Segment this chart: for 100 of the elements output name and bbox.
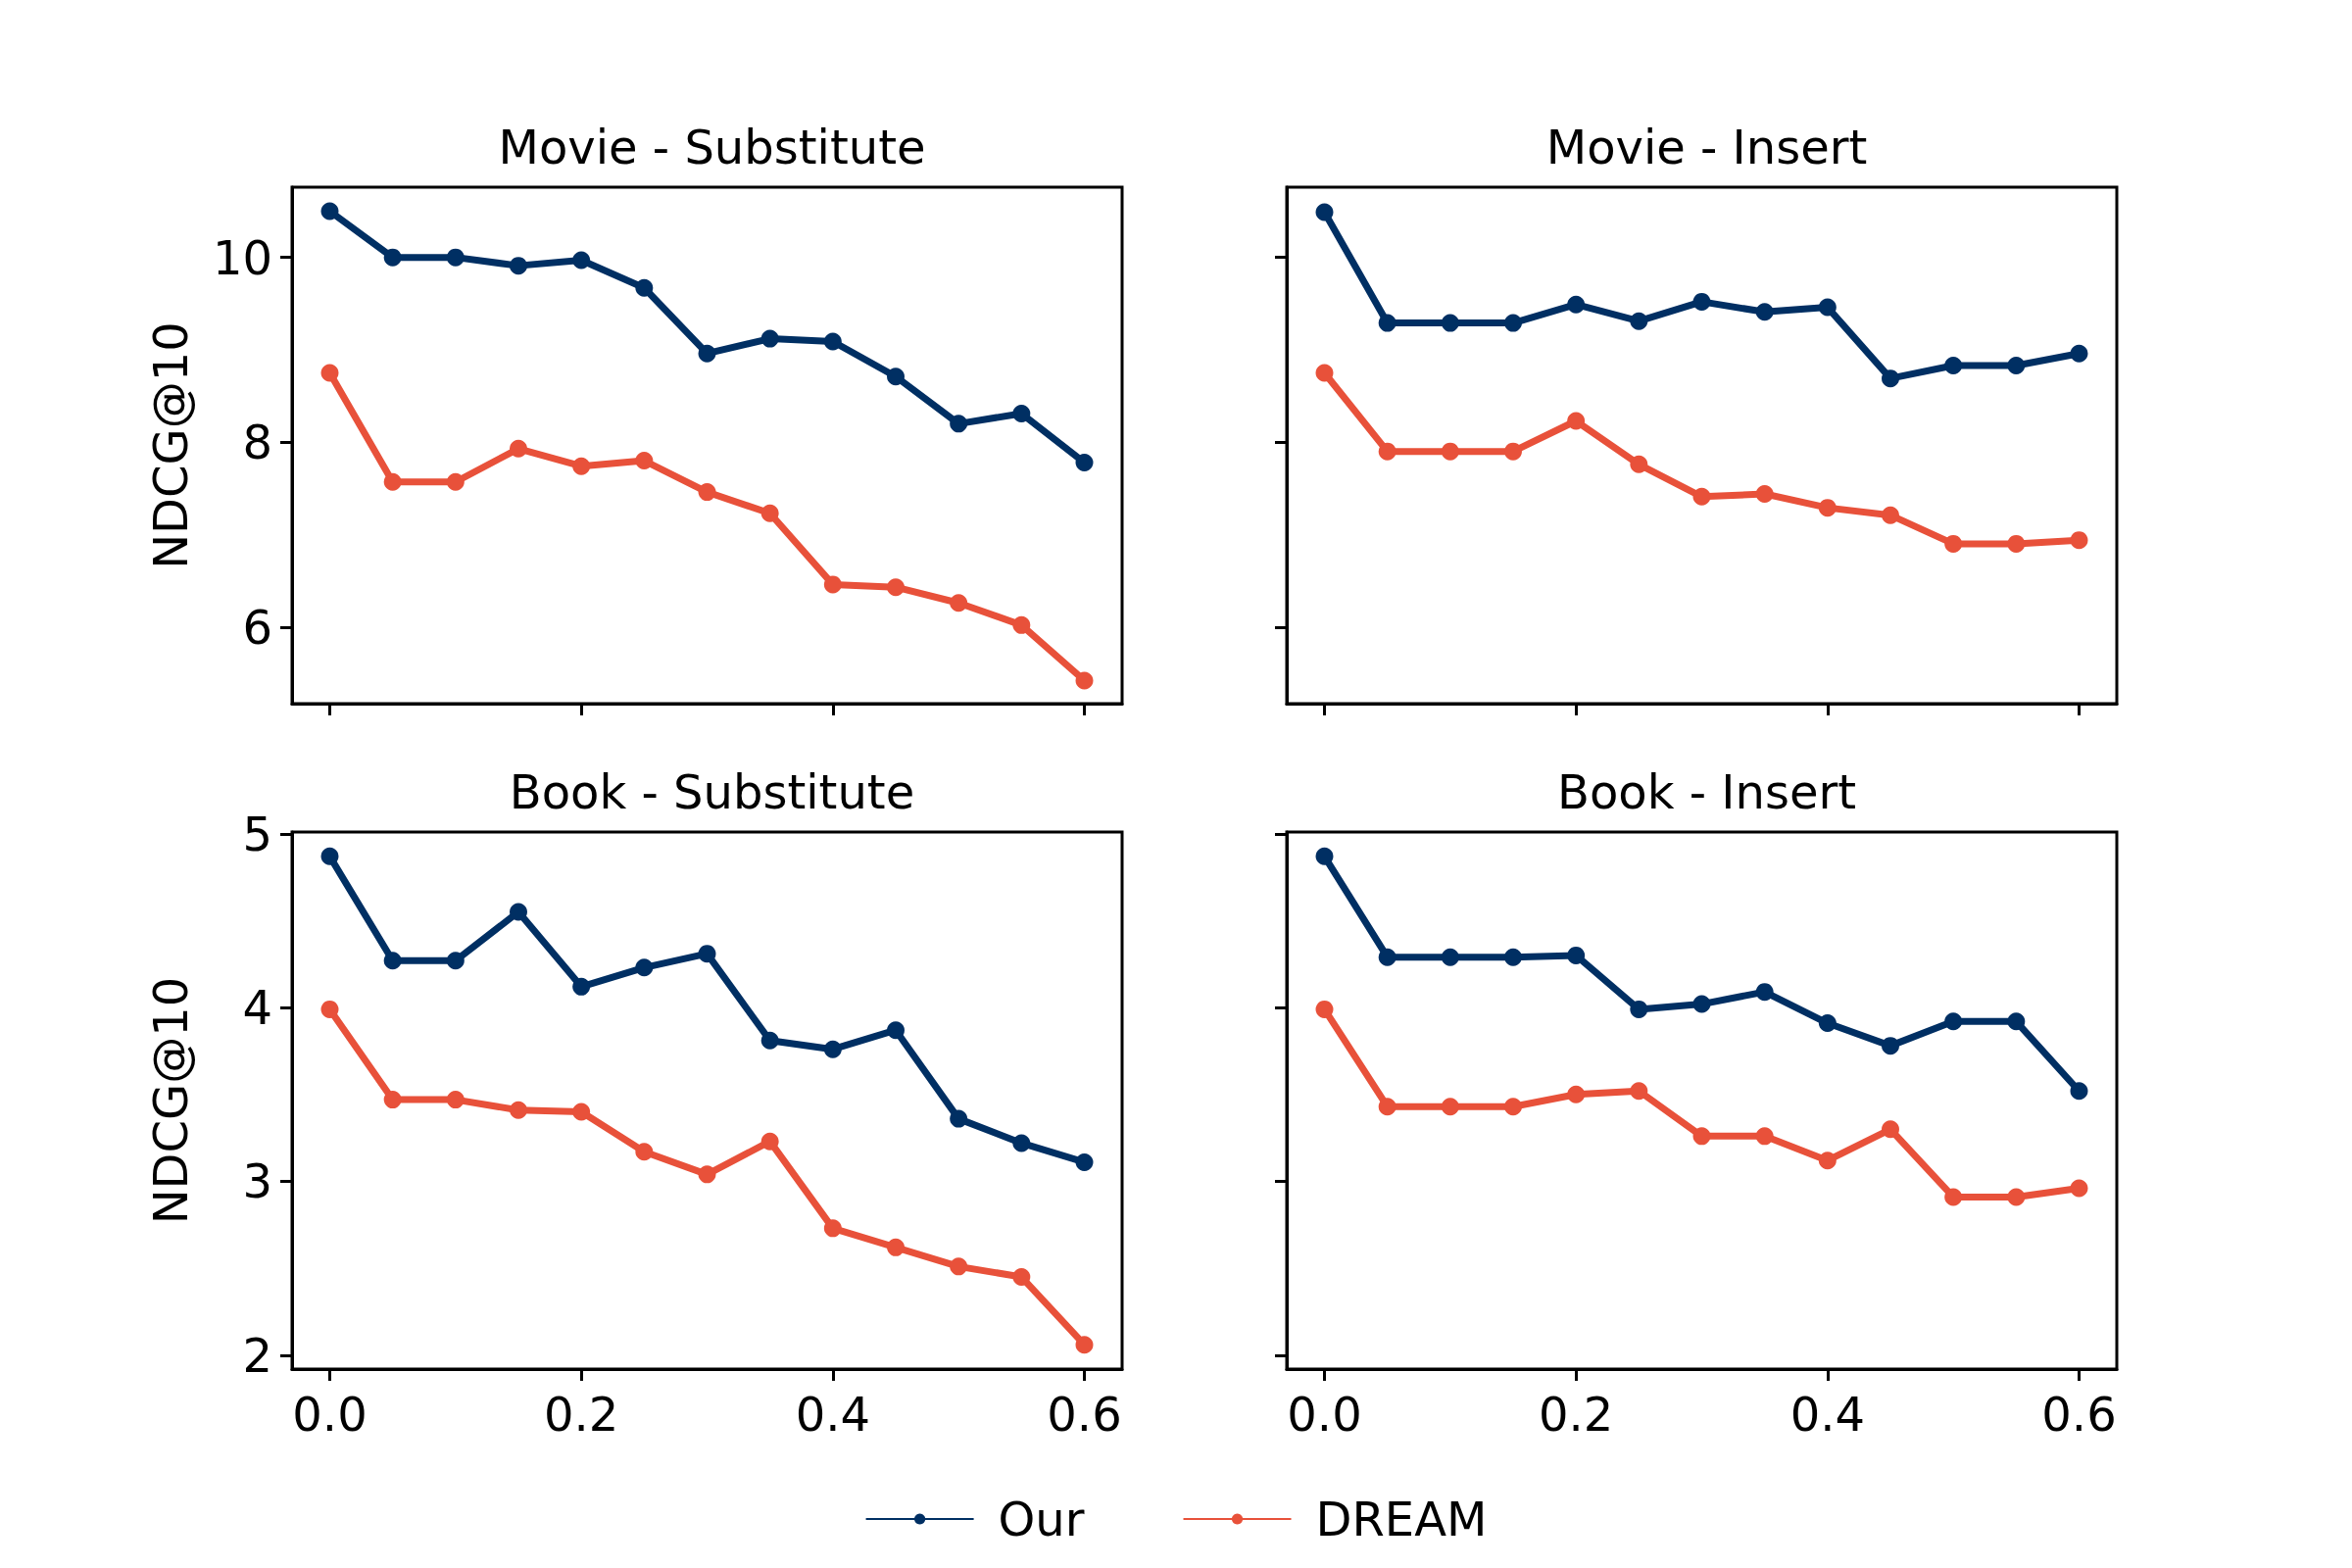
- point: [1630, 312, 1648, 330]
- chart-title: Movie - Substitute: [498, 120, 926, 174]
- point: [1692, 487, 1711, 506]
- point: [1818, 1014, 1837, 1033]
- point: [2007, 1188, 2026, 1206]
- x-tick-label: 0.6: [2041, 1387, 2117, 1442]
- point: [1315, 1000, 1334, 1018]
- point: [1441, 442, 1459, 461]
- x-tick-label: 0.4: [795, 1387, 871, 1442]
- point: [1315, 203, 1334, 221]
- point: [1944, 1012, 1963, 1031]
- point: [1378, 442, 1396, 461]
- point: [1882, 506, 1899, 524]
- chart-title: Book - Insert: [1557, 764, 1856, 819]
- point: [320, 364, 339, 382]
- y-tick-label: 8: [242, 415, 272, 470]
- point: [1315, 847, 1334, 865]
- point: [698, 1165, 716, 1184]
- x-tick-label: 0.4: [1789, 1387, 1866, 1442]
- point: [1692, 292, 1711, 311]
- point: [1315, 364, 1334, 382]
- y-tick-label: 3: [242, 1153, 272, 1209]
- point: [383, 248, 402, 267]
- point: [1075, 1152, 1094, 1171]
- point: [1012, 1134, 1031, 1152]
- point: [2070, 1179, 2088, 1198]
- point: [2070, 1082, 2088, 1101]
- point: [1567, 946, 1586, 964]
- point: [2070, 344, 2088, 363]
- point: [887, 578, 905, 597]
- point: [446, 1091, 465, 1109]
- point: [1012, 615, 1031, 634]
- point: [1630, 1000, 1648, 1018]
- point: [1567, 295, 1586, 314]
- point: [950, 1109, 968, 1128]
- point: [510, 257, 527, 275]
- x-tick-label: 0.6: [1047, 1387, 1122, 1442]
- point: [1755, 303, 1774, 321]
- point: [698, 483, 716, 502]
- chart-title: Book - Substitute: [509, 764, 915, 819]
- point: [1075, 671, 1094, 690]
- point: [572, 1102, 591, 1121]
- point: [1882, 369, 1899, 388]
- point: [950, 415, 968, 433]
- point: [635, 452, 654, 470]
- point: [1378, 314, 1396, 332]
- point: [572, 457, 591, 475]
- point: [1504, 948, 1522, 966]
- point: [510, 439, 527, 458]
- point: [383, 472, 402, 491]
- point: [1692, 995, 1711, 1013]
- x-tick-label: 0.2: [543, 1387, 619, 1442]
- point: [1630, 455, 1648, 473]
- point: [1075, 453, 1094, 471]
- point: [1012, 1268, 1031, 1286]
- point: [698, 344, 716, 363]
- y-tick-label: 4: [242, 980, 272, 1036]
- chart-title: Movie - Insert: [1545, 120, 1868, 174]
- x-tick-label: 0.0: [1287, 1387, 1362, 1442]
- point: [1504, 314, 1522, 332]
- point: [823, 575, 842, 594]
- point: [1882, 1120, 1899, 1139]
- point: [2007, 534, 2026, 553]
- point: [1755, 983, 1774, 1002]
- x-tick-label: 0.2: [1538, 1387, 1614, 1442]
- y-tick-label: 5: [242, 806, 272, 861]
- point: [1944, 356, 1963, 374]
- point: [2007, 1012, 2026, 1031]
- point: [635, 1143, 654, 1161]
- legend-label: Our: [998, 1492, 1085, 1546]
- y-axis-title: NDCG@10: [143, 976, 198, 1225]
- point: [1944, 534, 1963, 553]
- point: [950, 594, 968, 612]
- point: [320, 202, 339, 220]
- point: [446, 472, 465, 491]
- point: [760, 329, 779, 348]
- point: [887, 1238, 905, 1256]
- point: [383, 1091, 402, 1109]
- point: [950, 1257, 968, 1276]
- point: [1755, 485, 1774, 503]
- point: [572, 977, 591, 996]
- y-tick-label: 6: [242, 599, 272, 655]
- point: [1567, 1085, 1586, 1103]
- point: [823, 1219, 842, 1238]
- point: [1818, 1152, 1837, 1170]
- point: [320, 847, 339, 865]
- point: [1818, 499, 1837, 517]
- point: [2070, 531, 2088, 550]
- point: [1075, 1336, 1094, 1354]
- point: [446, 248, 465, 267]
- point: [2007, 356, 2026, 374]
- point: [823, 1040, 842, 1058]
- point: [1441, 1098, 1459, 1116]
- point: [760, 504, 779, 522]
- point: [1818, 298, 1837, 317]
- point: [1692, 1127, 1711, 1146]
- point: [446, 952, 465, 970]
- x-tick-label: 0.0: [292, 1387, 368, 1442]
- point: [510, 1101, 527, 1119]
- point: [1441, 948, 1459, 966]
